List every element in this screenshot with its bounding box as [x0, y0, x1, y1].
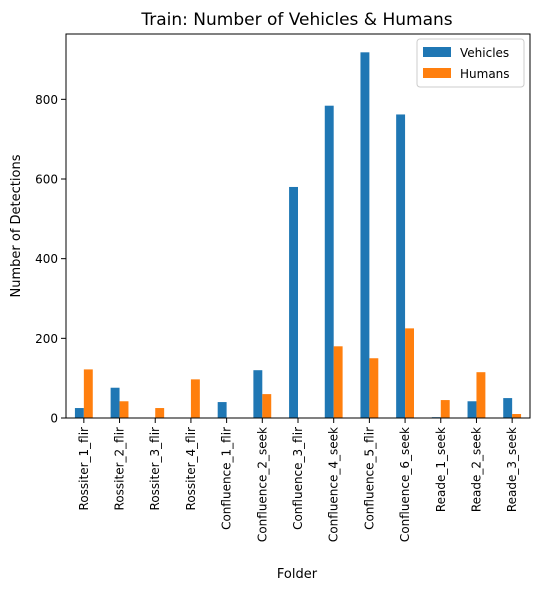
- legend-label-humans: Humans: [460, 67, 510, 81]
- x-tick-label: Rossiter_2_flir: [113, 427, 127, 511]
- x-tick-label: Reade_1_seek: [434, 427, 448, 512]
- bar-humans-rossiter_3_flir: [155, 408, 165, 418]
- x-tick-label: Confluence_3_flir: [291, 427, 305, 530]
- bar-vehicles-confluence_6_seek: [396, 114, 406, 419]
- legend-swatch-humans: [423, 68, 451, 78]
- bar-vehicles-confluence_5_flir: [360, 52, 370, 418]
- bar-humans-confluence_5_flir: [369, 358, 379, 418]
- bar-humans-rossiter_1_flir: [83, 369, 93, 418]
- legend-swatch-vehicles: [423, 47, 451, 57]
- y-tick-label: 0: [50, 412, 58, 426]
- bar-vehicles-confluence_3_flir: [289, 186, 298, 418]
- bar-vehicles-confluence_2_seek: [253, 370, 263, 418]
- bar-humans-confluence_6_seek: [405, 328, 414, 418]
- bar-vehicles-rossiter_1_flir: [74, 408, 84, 418]
- bar-humans-rossiter_4_flir: [190, 379, 200, 418]
- bar-vehicles-confluence_4_seek: [324, 105, 334, 418]
- legend: Vehicles Humans: [416, 38, 525, 88]
- axes-frame: [65, 33, 531, 419]
- x-tick-label: Reade_3_seek: [505, 427, 519, 512]
- bar-humans-confluence_2_seek: [262, 394, 272, 418]
- bar-humans-reade_1_seek: [440, 400, 450, 418]
- bar-vehicles-confluence_1_flir: [217, 402, 227, 418]
- x-tick-label: Confluence_6_seek: [398, 427, 412, 542]
- plot-area: 0 200 400 600 800 Rossiter_1_flir Rossiter_2_f…: [35, 33, 531, 542]
- x-tick-label: Rossiter_3_flir: [148, 427, 162, 511]
- y-tick-label: 800: [35, 93, 58, 107]
- bar-vehicles-rossiter_2_flir: [110, 387, 120, 418]
- y-axis-label: Number of Detections: [9, 154, 24, 297]
- bar-vehicles-reade_3_seek: [503, 398, 513, 418]
- x-tick-label: Rossiter_1_flir: [77, 427, 91, 511]
- x-tick-label: Rossiter_4_flir: [184, 427, 198, 511]
- y-tick-label: 600: [35, 172, 58, 186]
- bar-humans-confluence_4_seek: [333, 346, 343, 418]
- y-tick-label: 200: [35, 332, 58, 346]
- chart-title: Train: Number of Vehicles & Humans: [140, 10, 452, 30]
- x-tick-label: Reade_2_seek: [469, 427, 483, 512]
- y-tick-label: 400: [35, 252, 58, 266]
- x-tick-label: Confluence_1_flir: [220, 427, 234, 530]
- x-axis-label: Folder: [277, 567, 318, 582]
- bar-humans-reade_3_seek: [512, 414, 522, 418]
- bar-humans-reade_2_seek: [476, 372, 486, 418]
- bar-vehicles-reade_2_seek: [467, 401, 477, 418]
- x-tick-label: Confluence_4_seek: [327, 427, 341, 542]
- bar-humans-rossiter_2_flir: [119, 401, 129, 418]
- x-tick-label: Confluence_5_flir: [362, 427, 376, 530]
- legend-label-vehicles: Vehicles: [460, 46, 509, 60]
- x-tick-label: Confluence_2_seek: [255, 427, 269, 542]
